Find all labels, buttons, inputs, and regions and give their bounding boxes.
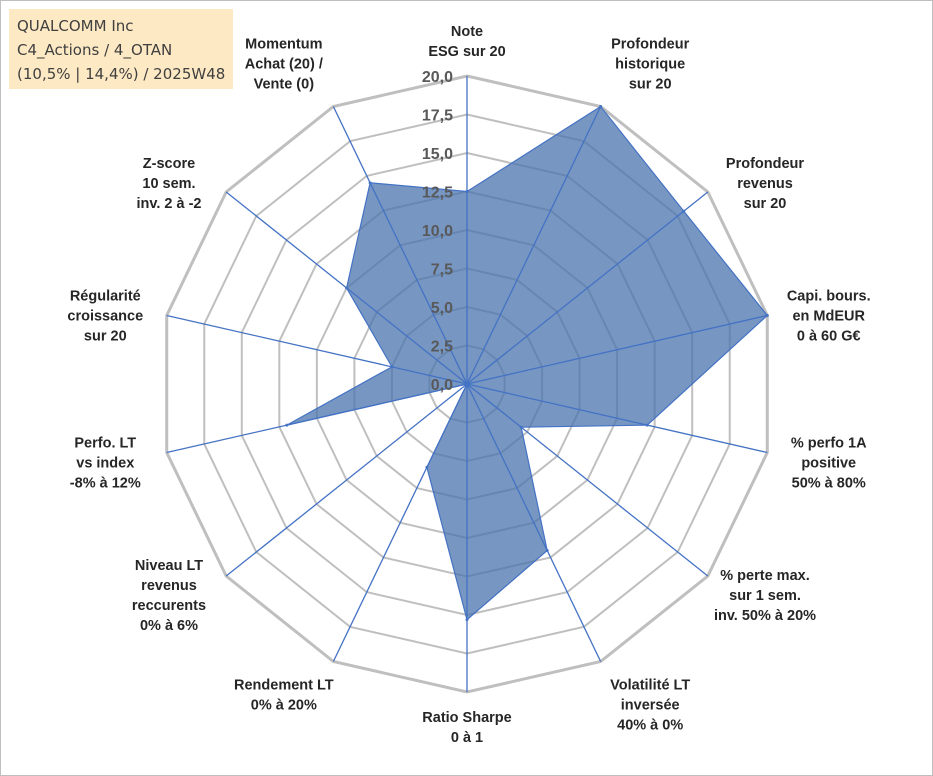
title-company: QUALCOMM Inc xyxy=(17,17,134,35)
axis-label-line: 40% à 0% xyxy=(617,717,683,733)
axis-label: Note ESG sur 20 xyxy=(428,24,505,60)
axis-label: % perfo 1A positive 50% à 80% xyxy=(791,435,867,491)
axis-label-line: 0 à 60 G€ xyxy=(797,329,861,345)
data-point xyxy=(599,105,603,109)
axis-label-line: % perfo 1A xyxy=(791,435,867,451)
axis-spoke xyxy=(466,191,709,385)
axis-label-line: sur 20 xyxy=(744,196,787,212)
axis-label-line: Profondeur xyxy=(611,37,689,53)
axis-spoke xyxy=(466,314,768,385)
tick-label: 12,5 xyxy=(422,185,453,202)
tick-label: 2,5 xyxy=(431,339,453,356)
data-point xyxy=(465,190,469,193)
axis-label-line: sur 1 sem. xyxy=(729,588,801,604)
axis-label-line: inversée xyxy=(621,697,680,713)
axis-label: Niveau LT revenus reccurents 0% à 6% xyxy=(132,558,206,634)
tick-label: 7,5 xyxy=(431,262,453,279)
axis-label-line: en MdEUR xyxy=(792,309,865,325)
axis-spoke xyxy=(225,383,468,577)
axis-label-line: revenus xyxy=(737,176,793,192)
axis-label-line: 0% à 20% xyxy=(251,697,317,713)
axis-spoke xyxy=(166,383,468,454)
axis-label-line: 0% à 6% xyxy=(140,618,198,634)
tick-label: 5,0 xyxy=(431,300,453,317)
axis-label: Profondeur historique sur 20 xyxy=(611,37,689,93)
axis-label-line: Vente (0) xyxy=(254,77,315,93)
data-point xyxy=(425,465,429,469)
data-point xyxy=(368,181,372,185)
tick-label: 10,0 xyxy=(422,223,453,240)
axis-label-line: Z-score xyxy=(143,156,195,172)
axis-label-line: Momentum xyxy=(245,37,322,53)
axis-label-line: Capi. bours. xyxy=(787,289,871,305)
data-point xyxy=(285,423,289,427)
data-point xyxy=(545,548,549,552)
axis-spoke xyxy=(466,383,602,662)
axis-label-line: Ratio Sharpe xyxy=(422,710,511,726)
axis-label-line: vs index xyxy=(76,455,134,471)
axis-label-line: -8% à 12% xyxy=(70,475,141,491)
axis-label: Rendement LT 0% à 20% xyxy=(234,677,334,713)
axis-label: Capi. bours. en MdEUR 0 à 60 G€ xyxy=(787,289,871,345)
axis-label-line: Volatilité LT xyxy=(610,677,690,693)
axis-spoke xyxy=(332,383,468,662)
axis-label-line: % perte max. xyxy=(720,568,809,584)
axis-label-line: croissance xyxy=(67,309,143,325)
axis-label-line: Perfo. LT xyxy=(74,435,136,451)
axis-label: Ratio Sharpe 0 à 1 xyxy=(422,710,511,746)
axis-label: Perfo. LT vs index -8% à 12% xyxy=(70,435,141,491)
tick-label: 20,0 xyxy=(422,69,453,86)
axis-label: % perte max. sur 1 sem. inv. 50% à 20% xyxy=(714,568,816,624)
axis-label-line: sur 20 xyxy=(629,77,672,93)
axis-label-line: sur 20 xyxy=(84,329,127,345)
axis-spoke xyxy=(166,314,468,385)
axis-label-line: revenus xyxy=(141,578,197,594)
axis-spoke xyxy=(332,106,468,385)
axis-spoke xyxy=(466,106,602,385)
data-point xyxy=(465,382,469,386)
axis-label-line: Profondeur xyxy=(726,156,804,172)
axis-label-line: 10 sem. xyxy=(142,176,195,192)
data-point xyxy=(519,425,523,429)
axis-spoke xyxy=(466,383,768,454)
axis-label-line: Achat (20) / xyxy=(245,57,323,73)
axis-label-line: 50% à 80% xyxy=(792,475,866,491)
data-point xyxy=(345,286,349,290)
data-point xyxy=(682,209,686,213)
axis-spoke xyxy=(466,383,709,577)
axis-label: Momentum Achat (20) / Vente (0) xyxy=(245,37,323,93)
axis-label-line: Régularité xyxy=(70,289,141,305)
axis-label-line: 0 à 1 xyxy=(451,730,483,746)
title-category: C4_Actions / 4_OTAN xyxy=(17,41,173,59)
axis-label-line: inv. 50% à 20% xyxy=(714,608,816,624)
axis-label: Régularité croissance sur 20 xyxy=(67,289,143,345)
axis-label: Z-score 10 sem. inv. 2 à -2 xyxy=(136,156,201,212)
data-point xyxy=(465,618,469,622)
axis-label-line: reccurents xyxy=(132,598,206,614)
axis-label-line: inv. 2 à -2 xyxy=(136,196,201,212)
data-point xyxy=(645,423,649,427)
axis-label-line: historique xyxy=(615,57,685,73)
data-point xyxy=(765,313,769,317)
axis-label-line: Rendement LT xyxy=(234,677,334,693)
axis-label-line: positive xyxy=(801,455,856,471)
axis-label-line: ESG sur 20 xyxy=(428,44,505,60)
axis-label: Profondeur revenus sur 20 xyxy=(726,156,804,212)
axis-label: Volatilité LT inversée 40% à 0% xyxy=(610,677,690,733)
title-box: QUALCOMM Inc C4_Actions / 4_OTAN (10,5% … xyxy=(9,9,233,89)
title-stats: (10,5% | 14,4%) / 2025W48 xyxy=(17,65,226,83)
tick-label: 17,5 xyxy=(422,108,453,125)
data-point xyxy=(390,365,394,369)
axis-label-line: Niveau LT xyxy=(135,558,203,574)
axis-label-line: Note xyxy=(451,24,483,40)
tick-label: 15,0 xyxy=(422,146,453,163)
tick-label: 0,0 xyxy=(431,377,453,394)
